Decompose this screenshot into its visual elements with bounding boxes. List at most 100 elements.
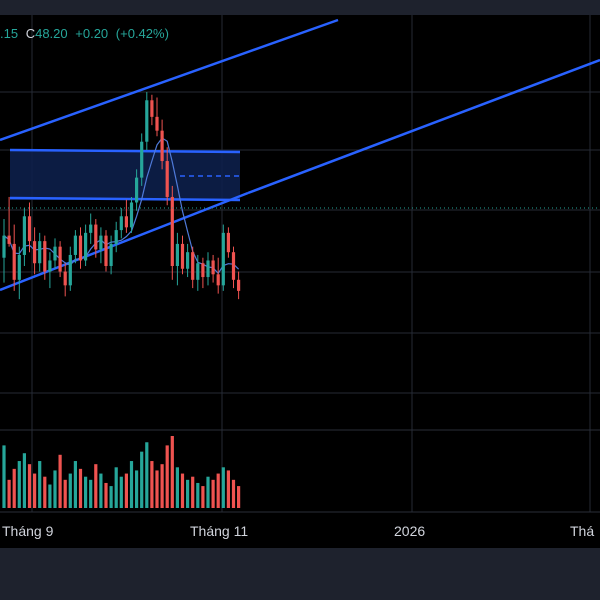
candle-body-5	[27, 216, 32, 242]
volume-bar-23	[119, 476, 123, 508]
legend-change: +0.20	[75, 26, 109, 41]
volume-bars	[2, 436, 241, 508]
volume-bar-5	[27, 464, 32, 508]
candle-body-41	[211, 260, 215, 275]
candle-body-34	[175, 243, 179, 266]
channel-upper-line	[0, 18, 339, 142]
volume-bar-19	[99, 473, 103, 508]
ohlc-legend: .15 C48.20 +0.20 (+0.42%)	[0, 26, 173, 41]
volume-bar-3	[17, 461, 21, 508]
volume-bar-11	[58, 454, 62, 508]
volume-bar-22	[114, 467, 118, 508]
candle-body-3	[17, 254, 21, 280]
candle-body-13	[68, 254, 72, 286]
range-top-line	[9, 148, 241, 154]
legend-change-pct: (+0.42%)	[115, 26, 169, 41]
volume-bar-4	[22, 453, 26, 508]
legend-close-label: C	[25, 26, 36, 41]
candle-body-45	[231, 252, 236, 280]
candle-body-39	[201, 263, 205, 278]
candle-body-30	[155, 116, 159, 131]
volume-bar-16	[84, 476, 88, 508]
volume-bar-36	[186, 479, 190, 508]
volume-bar-15	[78, 468, 83, 508]
candle-body-33	[170, 196, 174, 266]
candle-body-37	[191, 252, 195, 280]
volume-bar-24	[124, 473, 128, 508]
x-axis-labels: Tháng 9 Tháng 11 2026 Thá	[2, 523, 594, 539]
volume-bar-1	[7, 479, 11, 508]
candle-body-20	[104, 235, 108, 266]
volume-bar-9	[48, 484, 52, 508]
candle-body-12	[63, 271, 67, 286]
bottom-toolbar	[0, 548, 600, 600]
volume-bar-25	[129, 461, 134, 508]
volume-bar-20	[104, 482, 108, 508]
volume-bar-29	[150, 461, 154, 508]
legend-close-value: 48.20	[35, 26, 68, 41]
volume-bar-18	[94, 464, 98, 508]
volume-bar-32	[165, 445, 169, 508]
channel-lower-line	[0, 191, 249, 292]
volume-bar-39	[201, 486, 205, 508]
volume-bar-37	[191, 476, 195, 508]
trendlines	[0, 18, 600, 292]
x-label-1: Tháng 11	[190, 523, 248, 539]
channel-lower-extension	[247, 58, 600, 195]
x-label-3: Thá	[570, 523, 594, 539]
candle-body-44	[226, 232, 230, 253]
candle-body-17	[89, 224, 93, 233]
volume-bar-44	[226, 470, 230, 508]
candle-body-29	[150, 100, 154, 117]
volume-bar-40	[206, 476, 210, 508]
volume-bar-30	[155, 470, 159, 508]
volume-bar-46	[237, 486, 241, 508]
candle-body-0	[2, 235, 6, 258]
candle-body-19	[99, 235, 103, 250]
candle-body-31	[160, 130, 164, 162]
range-box	[10, 150, 240, 200]
volume-bar-17	[89, 479, 93, 508]
volume-bar-41	[211, 479, 215, 508]
candle-body-42	[216, 274, 220, 286]
candle-body-35	[180, 243, 185, 269]
candle-body-22	[114, 230, 118, 244]
candle-body-15	[78, 235, 83, 261]
candle-body-27	[140, 141, 144, 178]
candle-body-38	[196, 263, 200, 280]
candle-body-21	[109, 243, 113, 266]
volume-bar-0	[2, 445, 6, 508]
candle-body-24	[124, 216, 128, 228]
volume-bar-6	[33, 473, 37, 508]
x-label-2: 2026	[394, 523, 425, 539]
candle-body-6	[33, 241, 37, 264]
candle-body-23	[119, 216, 123, 231]
volume-bar-13	[68, 473, 72, 508]
candle-body-4	[22, 216, 26, 255]
volume-bar-38	[196, 482, 200, 508]
candle-body-8	[43, 241, 47, 272]
candle-body-28	[145, 100, 149, 142]
grid	[0, 15, 600, 512]
moving-average	[3, 137, 240, 275]
volume-bar-35	[180, 473, 185, 508]
candle-body-26	[135, 177, 139, 203]
candle-body-16	[84, 232, 88, 261]
range-bottom-line	[9, 196, 241, 202]
candle-body-25	[129, 202, 134, 228]
volume-bar-34	[175, 467, 179, 508]
candle-body-2	[12, 243, 16, 280]
volume-bar-43	[221, 467, 225, 508]
volume-bar-33	[170, 436, 174, 508]
ma-line	[3, 137, 240, 275]
candle-body-10	[53, 246, 57, 261]
candle-body-36	[186, 252, 190, 269]
candle-body-11	[58, 246, 62, 272]
candle-body-9	[48, 260, 52, 272]
candle-body-1	[7, 235, 11, 244]
candle-body-46	[237, 279, 241, 291]
candles	[2, 92, 241, 300]
candle-body-14	[73, 235, 77, 255]
